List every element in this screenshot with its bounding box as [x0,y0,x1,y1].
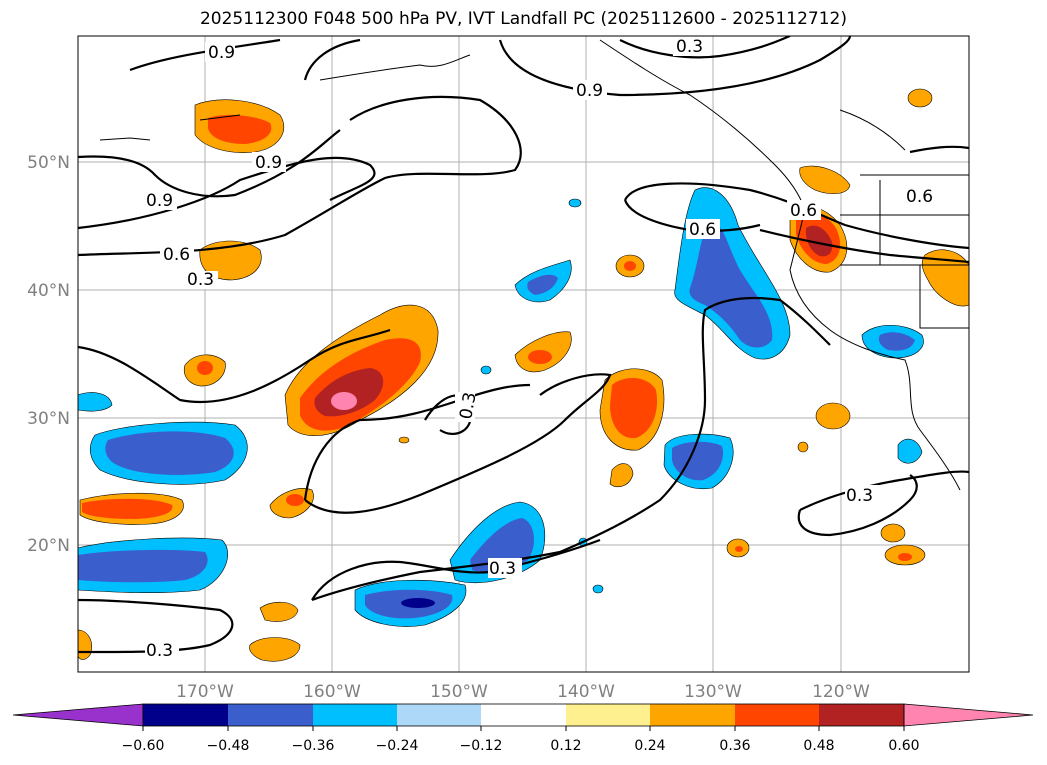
anomaly-orange [815,402,851,430]
anomaly-red [286,494,304,506]
contour-label: 0.3 [846,486,873,506]
contour-label: 0.3 [187,270,214,290]
contour-label: 0.6 [906,187,933,207]
anomaly-red [208,114,272,144]
contour-label: 0.6 [790,201,817,221]
anomaly-blue [78,549,208,583]
colorbar-tick: −0.12 [460,738,503,754]
anomaly-orange [880,523,906,543]
map-frame [77,35,970,673]
colorbar-bin [228,704,313,726]
anomaly-red [610,377,658,439]
negative-anomalies [78,187,924,627]
anomaly-blue [689,222,773,348]
anomaly-red [197,361,213,375]
anomaly-red [82,498,173,519]
contour-label: 0.3 [146,641,173,661]
anomaly-orange [249,637,301,662]
colorbar-bin [481,704,566,726]
anomaly-orange [907,88,933,108]
colorbar-bin [650,704,735,726]
map-title: 2025112300 F048 500 hPa PV, IVT Landfall… [199,9,847,29]
lon-label: 170°W [176,682,234,702]
anomaly-darkred [314,368,384,417]
latitude-labels: 50°N 40°N 30°N 20°N [27,153,70,556]
lon-label: 160°W [303,682,361,702]
colorbar-bin [819,704,904,726]
pv-contours [78,36,969,654]
colorbar: −0.60 −0.48 −0.36 −0.24 −0.12 0.12 0.24 … [12,703,1034,754]
colorbar-bin [735,704,819,726]
anomaly-orange [921,249,969,307]
anomaly-orange [398,436,410,444]
contour-label: 0.6 [689,220,716,240]
colorbar-tick: 0.24 [634,738,665,754]
colorbar-tick: 0.36 [719,738,750,754]
lat-label: 20°N [27,536,70,556]
colorbar-bin [143,704,228,726]
anomaly-orange [799,165,851,194]
colorbar-extend-high [903,703,1034,727]
anomaly-blue [878,332,915,351]
anomaly-blue [105,431,234,475]
anomaly-orange [797,441,809,453]
colorbar-tick: 0.48 [803,738,834,754]
lon-label: 130°W [684,682,742,702]
lon-label: 140°W [557,682,615,702]
lat-label: 50°N [27,153,70,173]
anomaly-red [898,553,912,561]
anomaly-cyan [568,198,582,208]
colorbar-extend-low [12,703,144,727]
anomaly-red [735,546,743,552]
lat-label: 40°N [27,281,70,301]
colorbar-bin [566,704,650,726]
anomaly-orange [259,601,299,622]
anomaly-pink [331,392,357,410]
contour-label: 0.9 [208,43,235,63]
contour-label: 0.3 [456,391,480,421]
coastlines [99,39,969,491]
contour-label: 0.9 [255,153,282,173]
anomaly-cyan [78,392,113,412]
contour-label: 0.6 [163,245,190,265]
anomaly-darkred [805,225,833,257]
map-area: 0.9 0.3 0.9 0.9 0.9 0.6 0.3 0.3 0.6 0.6 … [78,36,969,672]
anomaly-red [624,261,636,271]
anomaly-navy [401,598,435,608]
contour-label: 0.9 [576,81,603,101]
lon-label: 120°W [812,682,870,702]
contour-labels: 0.9 0.3 0.9 0.9 0.9 0.6 0.3 0.3 0.6 0.6 … [143,37,937,661]
colorbar-tick: 0.60 [888,738,919,754]
colorbar-tick: −0.48 [207,738,250,754]
colorbar-tick: −0.36 [292,738,335,754]
contour-label: 0.9 [146,191,173,211]
lon-label: 150°W [430,682,488,702]
anomaly-blue [527,274,558,295]
anomaly-cyan [897,438,923,464]
contour-label: 0.3 [676,37,703,57]
colorbar-tick: −0.60 [122,738,165,754]
lat-label: 30°N [27,409,70,429]
colorbar-tick: 0.12 [550,738,581,754]
anomaly-cyan [480,365,492,375]
positive-anomalies [78,88,969,662]
anomaly-orange [609,463,634,487]
contour-label: 0.3 [489,559,516,579]
longitude-labels: 170°W 160°W 150°W 140°W 130°W 120°W [176,682,870,702]
anomaly-cyan [592,584,604,594]
anomaly-red [528,350,552,364]
anomaly-blue [672,441,724,481]
colorbar-tick: −0.24 [376,738,419,754]
colorbar-bin [397,704,481,726]
colorbar-bin [313,704,397,726]
